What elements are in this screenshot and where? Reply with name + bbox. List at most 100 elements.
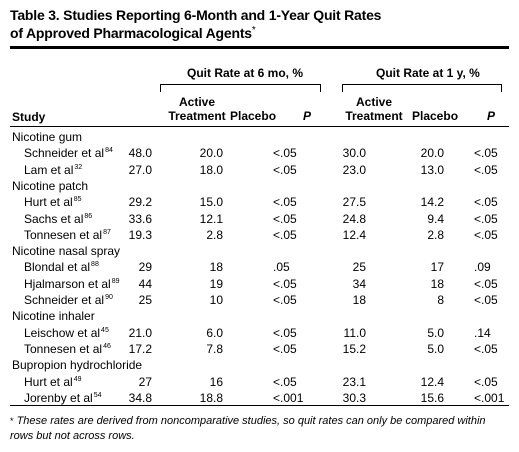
active-1y-cell: 25 [352, 260, 366, 275]
p-6mo-cell: <.001 [273, 390, 304, 405]
reference-number: 88 [91, 261, 99, 269]
placebo-1y-cell: 5.0 [427, 341, 444, 356]
table-row: Schneider et al90 25 10 <.05 18 8 <.05 [0, 292, 519, 309]
study-name-cell: Leischow et al45 [24, 325, 109, 342]
p-1y-cell: <.05 [474, 227, 498, 242]
p-1y-cell: .09 [474, 260, 491, 275]
study-name: Schneider et al [24, 293, 105, 307]
reference-number: 87 [103, 228, 111, 236]
p-6mo-cell: <.05 [273, 211, 297, 226]
category-label: Nicotine nasal spray [12, 244, 121, 259]
p-1y-cell: <.05 [474, 162, 498, 177]
col-head-placebo-1y: Placebo [412, 109, 459, 123]
p-1y-cell: <.05 [474, 146, 498, 161]
table-title: Table 3. Studies Reporting 6-Month and 1… [10, 6, 510, 42]
placebo-1y-cell: 12.4 [420, 374, 444, 389]
study-name: Hjalmarson et al [24, 276, 111, 291]
category-label: Nicotine patch [12, 178, 89, 193]
col-head-placebo-6mo: Placebo [230, 109, 277, 123]
active-1y-cell: 12.4 [342, 227, 366, 242]
table-row: Blondal et al88 29 18 .05 25 17 .09 [0, 259, 519, 276]
group-header-6mo: Quit Rate at 6 mo, % [187, 66, 304, 80]
study-name-cell: Hurt et al49 [24, 374, 81, 391]
bottom-rule [10, 405, 509, 406]
reference-number: 32 [74, 163, 83, 171]
study-name: Hurt et al [24, 374, 73, 389]
col-head-active-1y-line1: Active [355, 95, 393, 109]
placebo-1y-cell: 20.0 [420, 146, 444, 161]
active-6mo-cell: 33.6 [128, 211, 152, 226]
placebo-1y-cell: 14.2 [420, 195, 444, 210]
footnote-marker: * [10, 416, 14, 426]
active-1y-cell: 23.0 [342, 162, 366, 177]
category-label: Nicotine inhaler [12, 309, 95, 324]
study-name-cell: Blondal et al88 [24, 259, 99, 276]
table-title-line2-text: of Approved Pharmacological Agents [10, 25, 252, 41]
reference-number: 85 [73, 196, 82, 204]
active-1y-cell: 23.1 [342, 374, 366, 389]
category-row: Nicotine patch [0, 178, 519, 195]
active-6mo-cell: 17.2 [128, 341, 152, 356]
study-name: Blondal et al [24, 260, 91, 275]
active-1y-cell: 30.3 [342, 390, 366, 405]
header-rule [10, 126, 509, 127]
p-6mo-cell: <.05 [273, 374, 297, 389]
study-name-cell: Schneider et al84 [24, 145, 113, 162]
p-1y-cell: <.05 [474, 341, 498, 356]
p-1y-cell: <.05 [474, 374, 498, 389]
placebo-6mo-cell: 7.8 [206, 341, 223, 356]
placebo-6mo-cell: 18 [209, 260, 223, 275]
placebo-6mo-cell: 15.0 [199, 195, 223, 210]
placebo-1y-cell: 5.0 [427, 325, 444, 340]
p-1y-cell: <.05 [474, 276, 498, 291]
placebo-6mo-cell: 16 [209, 374, 223, 389]
study-name-cell: Tonnesen et al87 [24, 227, 111, 244]
placebo-6mo-cell: 20.0 [199, 146, 223, 161]
placebo-6mo-cell: 10 [209, 293, 223, 307]
reference-number: 46 [103, 342, 111, 350]
study-name-cell: Jorenby et al54 [24, 390, 102, 407]
placebo-6mo-cell: 18.8 [199, 390, 223, 405]
active-6mo-cell: 27 [138, 374, 152, 389]
study-name-cell: Lam et al32 [24, 162, 82, 179]
category-row: Nicotine gum [0, 129, 519, 146]
active-1y-cell: 34 [352, 276, 366, 291]
group-header-1y: Quit Rate at 1 y, % [376, 66, 480, 80]
p-6mo-cell: <.05 [273, 227, 297, 242]
placebo-1y-cell: 13.0 [420, 162, 444, 177]
active-1y-cell: 18 [352, 293, 366, 307]
table-row: Schneider et al84 48.0 20.0 <.05 30.0 20.0 <.0… [0, 145, 519, 162]
table-title-line1: Table 3. Studies Reporting 6-Month and 1… [10, 7, 382, 23]
placebo-6mo-cell: 19 [209, 276, 223, 291]
placebo-6mo-cell: 2.8 [206, 227, 223, 242]
col-head-p-6mo: P [303, 109, 312, 123]
active-1y-cell: 11.0 [343, 325, 366, 340]
col-head-active-6mo: Active Treatment [160, 95, 234, 123]
category-label: Bupropion hydrochloride [12, 358, 143, 373]
col-head-p-1y: P [487, 109, 496, 123]
reference-number: 49 [73, 375, 82, 383]
p-1y-cell: .14 [474, 325, 491, 340]
active-6mo-cell: 21.0 [128, 325, 152, 340]
table-row: Leischow et al45 21.0 6.0 <.05 11.0 5.0 .14 [0, 325, 519, 342]
active-6mo-cell: 44 [138, 276, 152, 291]
placebo-1y-cell: 15.6 [420, 390, 444, 405]
active-6mo-cell: 29.2 [128, 195, 152, 210]
category-row: Nicotine inhaler [0, 308, 519, 325]
table-row: Hurt et al49 27 16 <.05 23.1 12.4 <.05 [0, 374, 519, 391]
placebo-1y-cell: 17 [430, 260, 444, 275]
col-head-active-6mo-line2: Treatment [168, 109, 226, 123]
active-6mo-cell: 25 [138, 293, 152, 307]
footnote: * These rates are derived from noncompar… [10, 414, 510, 444]
reference-number: 86 [84, 212, 93, 220]
col-head-active-1y-line2: Treatment [345, 109, 403, 123]
p-6mo-cell: <.05 [273, 293, 297, 307]
study-name: Leischow et al [24, 325, 101, 340]
study-name: Lam et al [24, 162, 74, 177]
col-head-active-1y: Active Treatment [337, 95, 411, 123]
reference-number: 89 [111, 277, 120, 285]
table-row: Hurt et al85 29.2 15.0 <.05 27.5 14.2 <.05 [0, 194, 519, 211]
table-row: Hjalmarson et al89 44 19 <.05 34 18 <.05 [0, 276, 519, 293]
table-row: Sachs et al86 33.6 12.1 <.05 24.8 9.4 <.05 [0, 211, 519, 228]
category-row: Bupropion hydrochloride [0, 357, 519, 374]
